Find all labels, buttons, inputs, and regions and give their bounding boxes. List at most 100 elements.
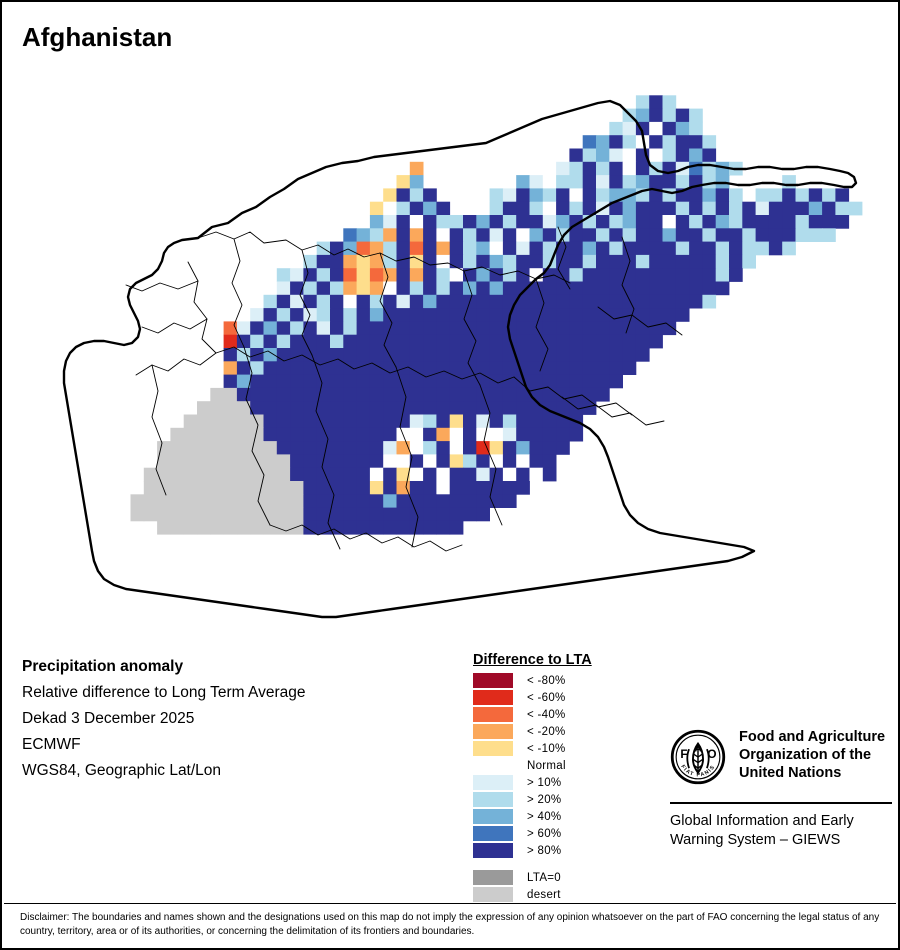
raster-cell	[556, 374, 570, 389]
raster-cell	[662, 294, 677, 309]
legend-item-row[interactable]: < -10%	[473, 740, 623, 757]
raster-cell	[236, 441, 251, 455]
raster-cell	[396, 334, 411, 349]
legend-item-row[interactable]: > 10%	[473, 774, 623, 791]
raster-cell	[476, 334, 490, 349]
raster-cell	[649, 148, 663, 163]
fao-organization-name: Food and Agriculture Organization of the…	[739, 728, 885, 782]
raster-cell	[476, 254, 490, 269]
raster-cell	[356, 427, 371, 442]
legend-spacer	[473, 859, 623, 869]
caption-block: Precipitation anomaly Relative differenc…	[22, 654, 442, 784]
raster-cell	[569, 201, 584, 216]
raster-cell	[542, 215, 557, 229]
legend-item-row[interactable]: < -20%	[473, 723, 623, 740]
legend-extra-item-row[interactable]: LTA=0	[473, 869, 623, 886]
raster-cell	[569, 361, 584, 375]
raster-cell	[489, 281, 504, 296]
legend-item-label: > 10%	[527, 776, 562, 789]
raster-cell	[582, 148, 597, 163]
raster-cell	[596, 294, 610, 309]
raster-cell	[662, 121, 677, 136]
raster-cell	[290, 308, 304, 322]
raster-cell	[436, 254, 451, 269]
raster-cell	[369, 281, 384, 296]
raster-cell	[582, 281, 597, 296]
legend-item-row[interactable]: < -60%	[473, 689, 623, 706]
legend-item-row[interactable]: > 40%	[473, 808, 623, 825]
raster-cell	[502, 454, 517, 469]
raster-cell	[356, 268, 371, 282]
raster-cell	[409, 254, 424, 269]
raster-cell	[276, 494, 291, 508]
legend-item-row[interactable]: < -40%	[473, 706, 623, 723]
raster-cell	[463, 401, 477, 415]
legend-item-row[interactable]: Normal	[473, 757, 623, 774]
raster-cell	[622, 241, 637, 256]
raster-cell	[689, 121, 703, 136]
legend-item-swatch	[473, 673, 513, 688]
raster-cell	[556, 401, 570, 415]
raster-cell	[330, 387, 344, 402]
raster-cell	[423, 467, 437, 482]
raster-cell	[197, 427, 211, 442]
raster-cell	[396, 215, 411, 229]
raster-cell	[396, 254, 411, 269]
raster-cell	[303, 294, 318, 309]
raster-cell	[210, 494, 224, 508]
raster-cell	[649, 321, 663, 336]
legend-extra-item-row[interactable]: desert	[473, 886, 623, 903]
raster-cell	[409, 401, 424, 415]
raster-cell	[369, 334, 384, 349]
raster-cell	[276, 414, 291, 429]
raster-cell	[489, 201, 504, 216]
raster-cell	[675, 135, 690, 149]
raster-cell	[369, 254, 384, 269]
raster-cell	[330, 321, 344, 336]
raster-cell	[303, 268, 318, 282]
legend-item-row[interactable]: > 20%	[473, 791, 623, 808]
raster-cell	[409, 321, 424, 336]
raster-cell	[170, 427, 185, 442]
raster-cell	[596, 321, 610, 336]
raster-cell	[609, 281, 623, 296]
map-legend: Difference to LTA < -80% < -60% < -40% < -2…	[473, 652, 623, 903]
raster-cell	[529, 294, 544, 309]
raster-cell	[782, 228, 796, 242]
raster-cell	[343, 348, 357, 362]
raster-cell	[170, 520, 185, 535]
raster-cell	[383, 481, 397, 495]
raster-cell	[170, 494, 185, 508]
raster-cell	[436, 201, 451, 216]
legend-items: < -80% < -60% < -40% < -20% < -10% Normal > 10…	[473, 672, 623, 859]
raster-cell	[635, 201, 650, 216]
raster-cell	[463, 215, 477, 229]
legend-item-row[interactable]: < -80%	[473, 672, 623, 689]
raster-cell	[449, 228, 464, 242]
raster-cell	[236, 481, 251, 495]
legend-item-row[interactable]: > 60%	[473, 825, 623, 842]
caption-line-title: Precipitation anomaly	[22, 658, 184, 675]
raster-cell	[303, 348, 318, 362]
raster-cell	[436, 361, 451, 375]
raster-cell	[622, 268, 637, 282]
raster-cell	[529, 374, 544, 389]
raster-cell	[409, 374, 424, 389]
raster-cell	[476, 361, 490, 375]
legend-item-label: > 80%	[527, 844, 562, 857]
raster-cell	[742, 254, 756, 269]
raster-cell	[675, 241, 690, 256]
raster-cell	[383, 507, 397, 522]
raster-cell	[423, 321, 437, 336]
raster-cell	[343, 427, 357, 442]
raster-cell	[383, 201, 397, 216]
fao-divider	[670, 802, 892, 804]
legend-item-row[interactable]: > 80%	[473, 842, 623, 859]
map-canvas[interactable]	[2, 57, 898, 632]
raster-cell	[369, 268, 384, 282]
raster-cell	[210, 441, 224, 455]
raster-cell	[622, 334, 637, 349]
raster-cell	[316, 374, 331, 389]
raster-cell	[662, 268, 677, 282]
